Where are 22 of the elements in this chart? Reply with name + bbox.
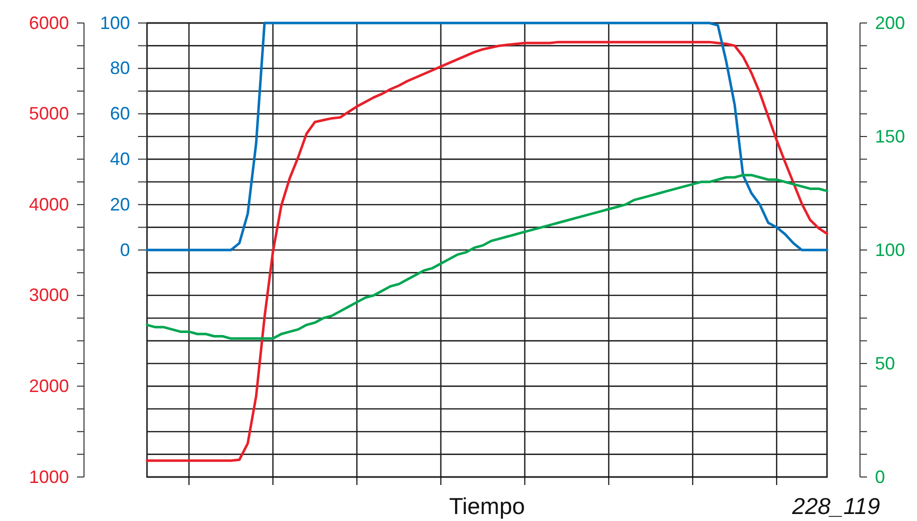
y3-tick-label: 0 (120, 240, 130, 260)
text: 228_119 (791, 493, 880, 519)
y3-tick-label: 40 (110, 148, 130, 169)
line-series (146, 22, 828, 252)
x-axis-title: Tiempo (449, 493, 525, 519)
y-tick-label: 3000 (28, 285, 69, 306)
y3-tick-label: 60 (110, 104, 130, 124)
y2-tick-label: 50 (875, 353, 896, 374)
y2-tick-label: 0 (875, 466, 886, 487)
y2-tick-label: 150 (875, 126, 906, 146)
y-tick-label: 5000 (28, 104, 69, 124)
y-tick-label: 1000 (28, 466, 69, 487)
y2-tick-label: 200 (875, 12, 906, 33)
line-series (146, 174, 828, 340)
y3-tick-label: 100 (100, 12, 130, 33)
line-series (146, 40, 828, 462)
y-tick-label: 4000 (28, 194, 69, 214)
y3-tick-label: 20 (110, 194, 130, 214)
y3-tick-label: 80 (110, 58, 130, 78)
y2-tick-label: 100 (875, 240, 906, 260)
y-tick-label: 6000 (28, 12, 69, 33)
y-tick-label: 2000 (28, 376, 69, 396)
